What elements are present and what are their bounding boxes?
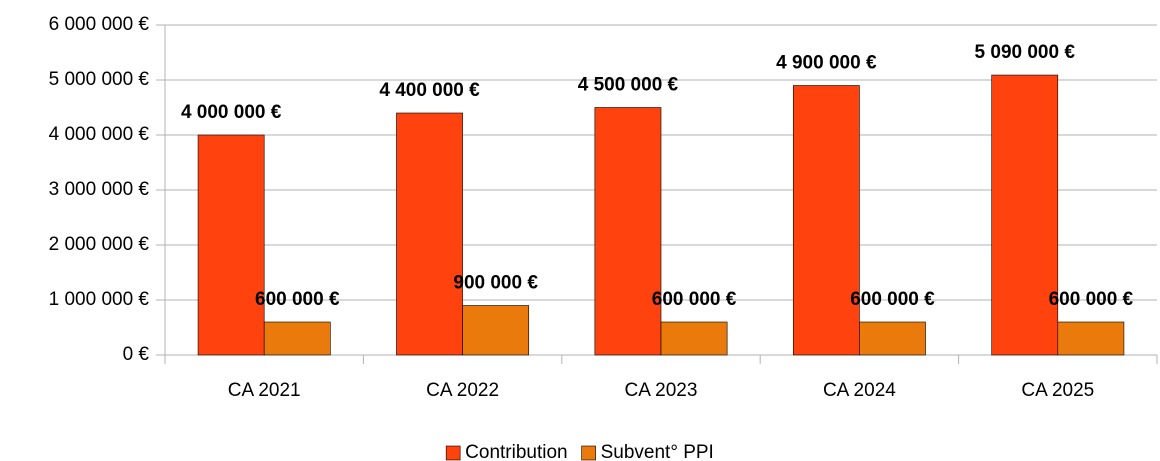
value-label: 4 400 000 € bbox=[379, 80, 480, 101]
value-label: 4 900 000 € bbox=[776, 53, 877, 74]
y-tick-label: 0 € bbox=[123, 344, 150, 365]
bar bbox=[462, 305, 530, 356]
y-tick-label: 6 000 000 € bbox=[49, 14, 150, 35]
bar bbox=[263, 321, 331, 356]
value-label: 4 000 000 € bbox=[181, 102, 282, 123]
value-label: 600 000 € bbox=[850, 289, 935, 310]
x-tick-label: CA 2025 bbox=[1021, 380, 1094, 401]
x-tick-label: CA 2023 bbox=[625, 380, 698, 401]
legend-label: Subvent° PPI bbox=[601, 442, 714, 461]
bar bbox=[396, 112, 463, 356]
bar bbox=[1057, 321, 1125, 356]
bar bbox=[991, 74, 1059, 356]
value-label: 5 090 000 € bbox=[975, 42, 1076, 63]
bar bbox=[859, 321, 926, 356]
y-tick-label: 3 000 000 € bbox=[49, 179, 150, 200]
x-tick-label: CA 2024 bbox=[823, 380, 896, 401]
legend-swatch bbox=[581, 445, 596, 461]
value-label: 600 000 € bbox=[255, 289, 340, 310]
y-tick-label: 2 000 000 € bbox=[49, 234, 150, 255]
y-tick-label: 1 000 000 € bbox=[49, 289, 150, 310]
value-label: 600 000 € bbox=[1049, 289, 1134, 310]
x-tick-label: CA 2022 bbox=[426, 380, 499, 401]
value-label: 900 000 € bbox=[453, 273, 538, 294]
legend-swatch bbox=[445, 445, 461, 461]
legend-label: Contribution bbox=[465, 442, 567, 461]
bar bbox=[660, 321, 728, 356]
y-tick-label: 5 000 000 € bbox=[49, 69, 150, 90]
bar bbox=[792, 85, 860, 356]
x-tick-label: CA 2021 bbox=[228, 380, 301, 401]
bar bbox=[594, 107, 662, 356]
bar bbox=[197, 134, 265, 356]
value-label: 600 000 € bbox=[652, 289, 737, 310]
y-tick-label: 4 000 000 € bbox=[49, 124, 150, 145]
value-label: 4 500 000 € bbox=[578, 75, 679, 96]
